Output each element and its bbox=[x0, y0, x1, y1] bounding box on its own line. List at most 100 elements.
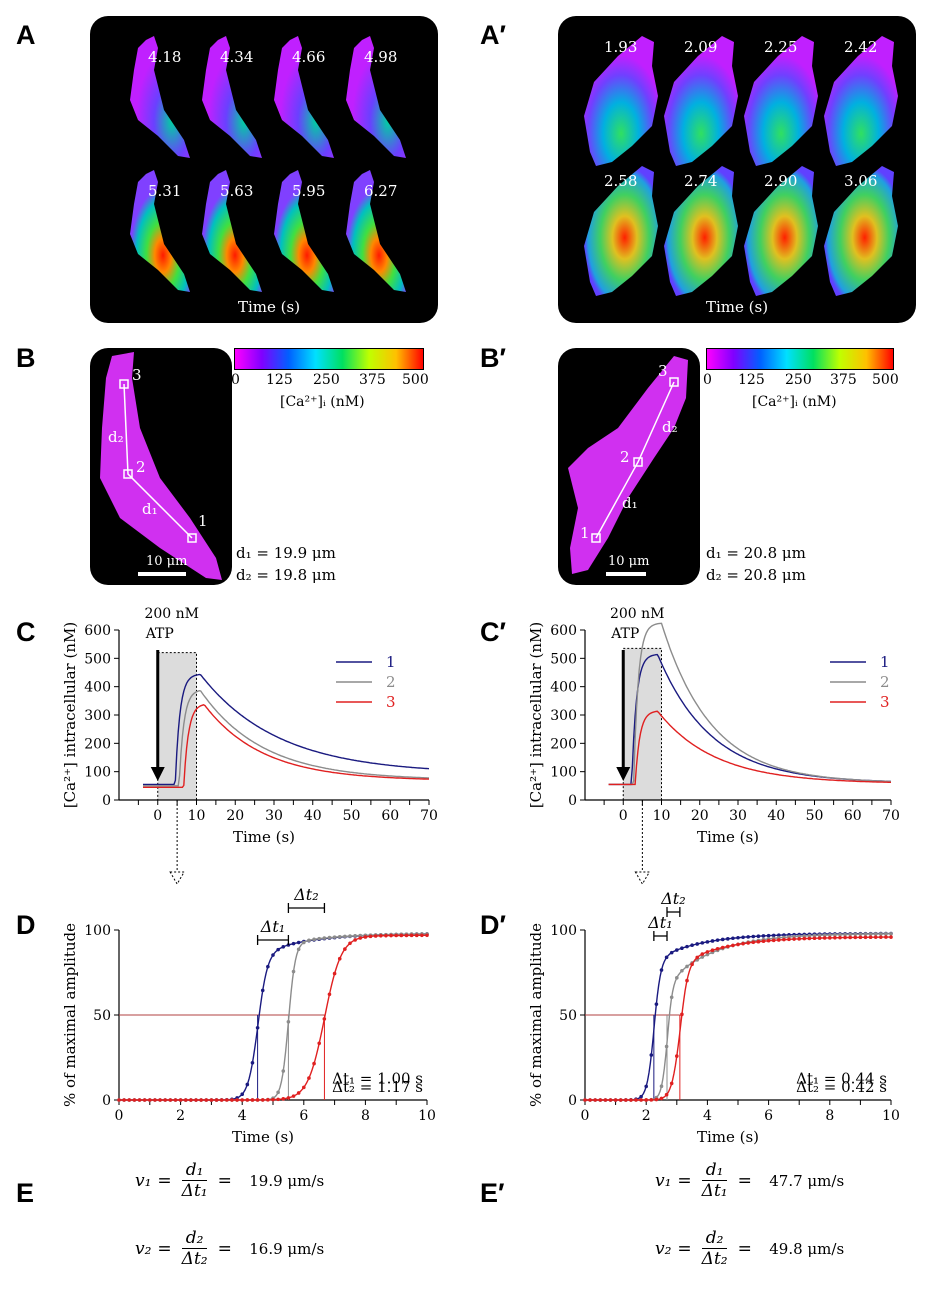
calcium-trace-chart-c-prime: 0 100 200 300 400 500 600 0 10 20 30 40 50 60 70 Time (… bbox=[527, 606, 900, 885]
panel-label-e: E bbox=[16, 1178, 35, 1208]
data-point bbox=[618, 1098, 623, 1102]
x-axis-label: Time (s) bbox=[232, 1128, 294, 1146]
data-point bbox=[322, 936, 327, 940]
y-tick-label: 500 bbox=[84, 651, 111, 667]
distance-d1-value: d₁ = 19.9 μm bbox=[236, 544, 336, 562]
data-point bbox=[710, 939, 715, 943]
data-point bbox=[817, 936, 822, 940]
data-point bbox=[394, 933, 399, 938]
timestamp: 4.98 bbox=[364, 48, 398, 66]
data-point bbox=[327, 935, 332, 940]
denominator: Δt₂ bbox=[181, 1249, 208, 1269]
data-point bbox=[332, 971, 337, 976]
fraction: d₂ Δt₂ bbox=[178, 1228, 212, 1269]
data-point bbox=[741, 941, 745, 946]
colorbar-tick: 375 bbox=[359, 372, 386, 388]
data-point bbox=[731, 943, 735, 948]
data-point bbox=[624, 1098, 628, 1102]
cell-image-b-graphic bbox=[100, 352, 222, 580]
denominator: Δt₁ bbox=[701, 1181, 728, 1201]
data-point bbox=[863, 932, 868, 936]
data-point bbox=[260, 1098, 265, 1102]
data-point bbox=[142, 1098, 147, 1102]
numerator: d₁ bbox=[181, 1160, 208, 1181]
data-point bbox=[685, 964, 689, 969]
y-tick-label: 100 bbox=[550, 765, 577, 781]
data-point bbox=[332, 935, 337, 939]
x-tick-label: 40 bbox=[767, 808, 785, 824]
timestamp: 4.66 bbox=[292, 48, 326, 66]
distance-d1-value: d₁ = 20.8 μm bbox=[706, 544, 806, 562]
data-point bbox=[726, 944, 730, 949]
data-point bbox=[664, 1044, 669, 1049]
data-point bbox=[685, 944, 689, 949]
data-point bbox=[695, 955, 699, 960]
data-point bbox=[766, 933, 771, 938]
data-point bbox=[343, 934, 347, 939]
timestamp: 5.31 bbox=[148, 182, 182, 200]
data-point bbox=[281, 945, 286, 949]
data-point bbox=[884, 932, 888, 936]
timestamp: 1.93 bbox=[604, 38, 638, 56]
data-point bbox=[204, 1098, 209, 1102]
data-point bbox=[358, 933, 363, 938]
y-tick-label: 0 bbox=[102, 1093, 111, 1109]
distance-d2-label: d₂ bbox=[662, 418, 678, 436]
data-point bbox=[240, 1098, 244, 1102]
velocity-value: 19.9 μm/s bbox=[249, 1171, 325, 1190]
velocity-equation-1: v₁ = d₁ Δt₁ = 19.9 μm/s bbox=[135, 1160, 325, 1201]
data-point bbox=[404, 933, 409, 938]
numerator: d₁ bbox=[701, 1160, 728, 1181]
data-point bbox=[368, 934, 373, 939]
data-point bbox=[838, 932, 842, 937]
data-point bbox=[715, 946, 720, 951]
x-tick-label: 20 bbox=[691, 808, 709, 824]
colorbar-tick: 375 bbox=[830, 372, 857, 388]
data-point bbox=[291, 941, 296, 946]
y-tick-label: 400 bbox=[550, 680, 577, 696]
data-point bbox=[690, 943, 694, 948]
data-point bbox=[148, 1098, 152, 1102]
colorbar-tick: 250 bbox=[785, 372, 812, 388]
data-point bbox=[705, 952, 710, 957]
data-point bbox=[302, 940, 306, 945]
data-point bbox=[659, 1096, 664, 1101]
data-point bbox=[302, 1085, 306, 1090]
data-point bbox=[797, 937, 801, 941]
data-point bbox=[741, 935, 745, 940]
legend-label-1: 1 bbox=[880, 653, 890, 671]
data-point bbox=[756, 939, 761, 944]
data-point bbox=[307, 938, 311, 943]
y-tick-label: 0 bbox=[568, 1093, 577, 1109]
data-point bbox=[833, 932, 837, 937]
data-point bbox=[168, 1098, 173, 1102]
zoom-arrow-icon bbox=[169, 871, 185, 885]
data-point bbox=[291, 969, 296, 974]
data-point bbox=[649, 1053, 654, 1057]
data-point bbox=[690, 962, 694, 967]
x-tick-label: 4 bbox=[703, 1108, 712, 1124]
cell-montage-a-prime: 1.93 2.09 2.25 2.42 2.58 2.74 2.90 3.06 … bbox=[558, 16, 916, 323]
panel-label-a: A bbox=[16, 20, 36, 50]
velocity-value: 16.9 μm/s bbox=[249, 1239, 325, 1258]
data-point bbox=[680, 968, 684, 973]
data-point bbox=[843, 932, 847, 937]
numerator: d₂ bbox=[181, 1228, 208, 1249]
data-point bbox=[189, 1098, 193, 1102]
v1-symbol: v₁ bbox=[655, 1170, 672, 1191]
legend-label-3: 3 bbox=[386, 693, 396, 711]
panel-label-e-prime: E′ bbox=[480, 1178, 505, 1208]
data-point bbox=[219, 1098, 224, 1102]
data-point bbox=[588, 1098, 592, 1102]
data-point bbox=[317, 936, 322, 941]
x-tick-label: 0 bbox=[153, 808, 162, 824]
roi-marker-1 bbox=[591, 533, 601, 543]
data-point bbox=[751, 940, 756, 945]
x-tick-label: 50 bbox=[343, 808, 361, 824]
data-point bbox=[680, 946, 684, 951]
data-point bbox=[675, 976, 679, 980]
data-point bbox=[659, 968, 664, 972]
delta-t1-value: Δt₁ = 1.00 s bbox=[332, 1070, 423, 1088]
data-point bbox=[353, 934, 357, 938]
data-point bbox=[608, 1098, 613, 1102]
